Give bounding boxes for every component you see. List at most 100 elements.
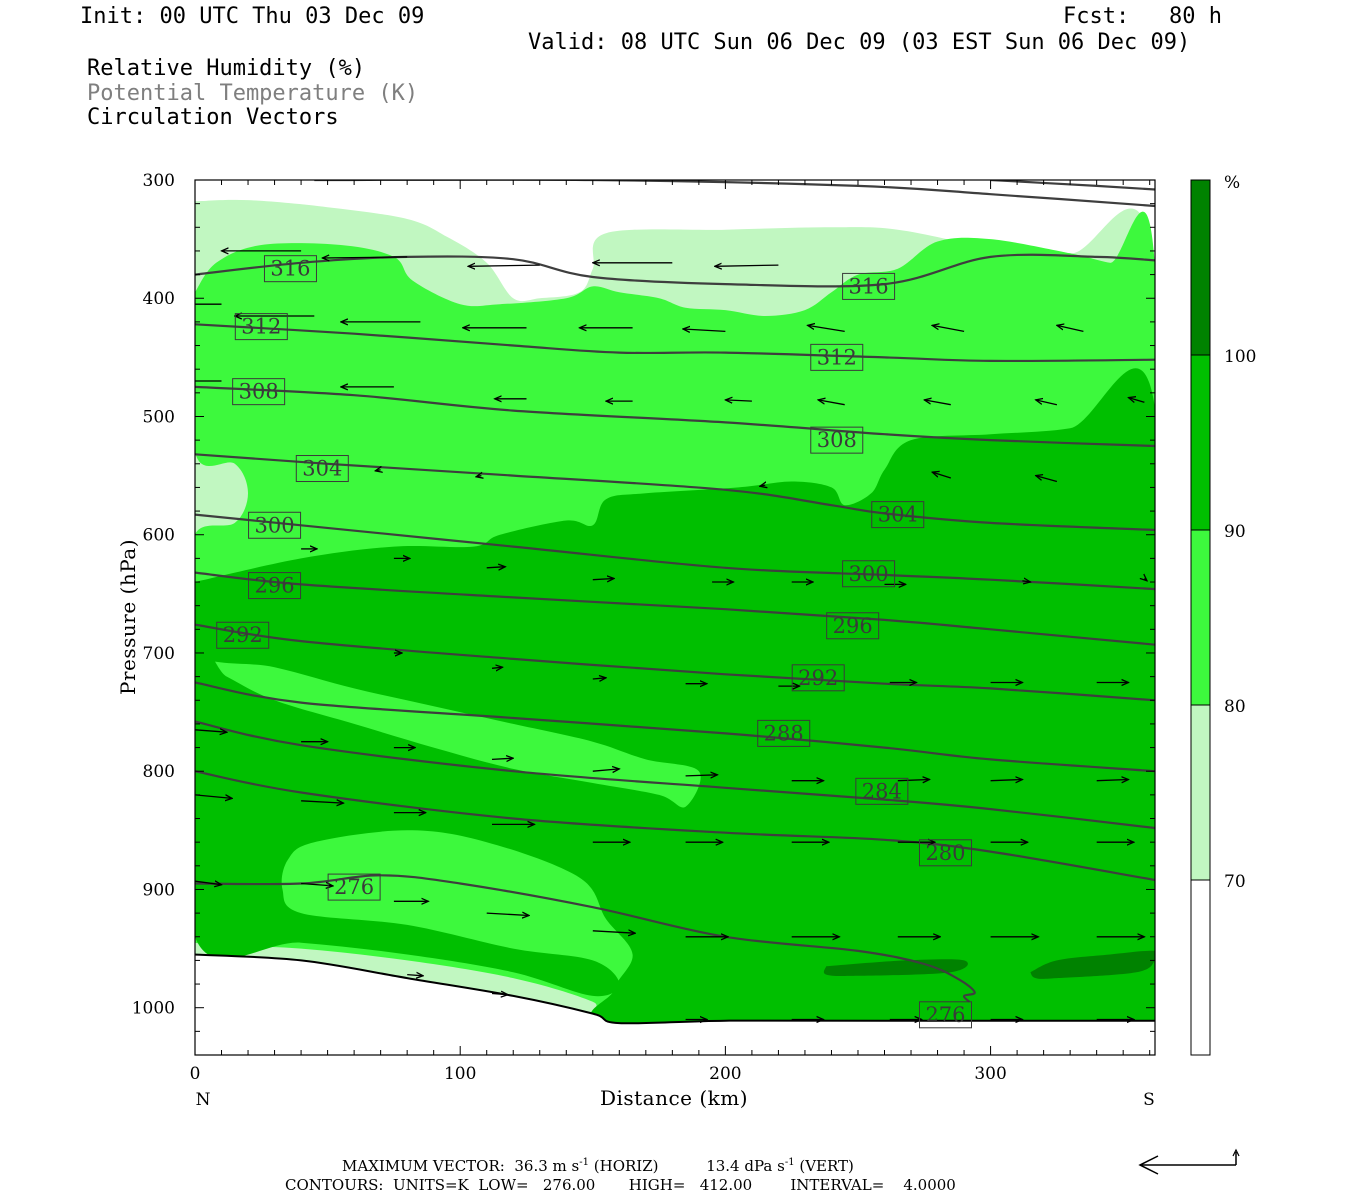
contour-label-text: 296 bbox=[833, 614, 873, 638]
contour-label-box bbox=[327, 873, 381, 901]
circulation-vector bbox=[932, 472, 951, 479]
circulation-vector bbox=[932, 325, 965, 333]
circulation-vector bbox=[1129, 398, 1145, 403]
circulation-vector bbox=[592, 931, 635, 933]
contour-label-308: 308 bbox=[810, 426, 864, 454]
contour-label-text: 300 bbox=[849, 562, 889, 586]
contours-high: HIGH= 412.00 bbox=[628, 1176, 753, 1194]
contour-label-layer: 316 316 312 312 308 308 304 304 300 300 296 296 292 2… bbox=[216, 255, 972, 1029]
contour-label-text: 316 bbox=[849, 274, 889, 298]
y-tick-label: 600 bbox=[143, 526, 175, 546]
x-tick-label: 100 bbox=[444, 1064, 476, 1084]
contour-label-text: 308 bbox=[817, 428, 857, 452]
contour-label-284: 284 bbox=[855, 777, 909, 805]
max-vector-line: MAXIMUM VECTOR: 36.3 m s-1 (HORIZ) 13.4 … bbox=[342, 1157, 854, 1175]
circulation-vector bbox=[476, 476, 481, 477]
x-tick-label: 300 bbox=[974, 1064, 1006, 1084]
circulation-vector bbox=[592, 769, 620, 771]
contour-label-text: 304 bbox=[302, 457, 342, 481]
contour-label-box bbox=[826, 612, 880, 640]
y-tick-label: 300 bbox=[143, 171, 175, 191]
contour-label-308: 308 bbox=[232, 378, 286, 406]
plot-frame bbox=[194, 179, 1156, 1056]
x-tick-label: 200 bbox=[709, 1064, 741, 1084]
contour-label-text: 296 bbox=[255, 574, 295, 598]
vert-tag: (VERT) bbox=[799, 1157, 854, 1175]
circulation-vector bbox=[592, 678, 606, 679]
rh-fill-layer bbox=[195, 199, 1155, 1055]
field-title-rh: Relative Humidity (%) bbox=[87, 56, 366, 81]
isentrope-304 bbox=[195, 453, 1155, 532]
circulation-vector bbox=[1144, 579, 1147, 581]
contour-label-box bbox=[216, 621, 270, 649]
x-end-label-south: S bbox=[1143, 1090, 1155, 1110]
contour-label-box bbox=[810, 343, 864, 371]
horiz-value: 36.3 m s bbox=[514, 1157, 580, 1175]
contours-interval: INTERVAL= 4.0000 bbox=[790, 1176, 956, 1194]
circulation-vector bbox=[322, 257, 408, 258]
isentrope-layer bbox=[195, 180, 1155, 1003]
contour-label-300: 300 bbox=[248, 511, 302, 539]
contour-label-box bbox=[918, 839, 972, 867]
contour-label-292: 292 bbox=[216, 621, 270, 649]
contour-label-box bbox=[871, 501, 925, 529]
contour-label-312: 312 bbox=[234, 313, 288, 341]
isentrope-316 bbox=[314, 180, 1155, 208]
ground-surface-line bbox=[195, 953, 1155, 1025]
contour-label-box bbox=[234, 313, 288, 341]
contour-label-text: 312 bbox=[817, 345, 857, 369]
contour-label-box bbox=[810, 426, 864, 454]
circulation-vector bbox=[715, 265, 779, 266]
contour-label-text: 300 bbox=[255, 513, 295, 537]
field-title-vectors: Circulation Vectors bbox=[87, 105, 339, 130]
isentrope-308 bbox=[195, 385, 1155, 448]
circulation-vector bbox=[924, 400, 951, 406]
contour-label-276: 276 bbox=[327, 873, 381, 901]
contour-label-text: 276 bbox=[925, 1003, 965, 1027]
axes-layer: 300 400 500 600 700 800 900 1000 0 100 200 300 bbox=[132, 171, 1155, 1084]
contour-label-312: 312 bbox=[810, 343, 864, 371]
colorbar-unit: % bbox=[1224, 173, 1240, 193]
circulation-vector bbox=[1096, 780, 1129, 781]
contour-label-text: 276 bbox=[334, 875, 374, 899]
contour-label-276: 276 bbox=[918, 1001, 972, 1029]
circulation-vector bbox=[301, 801, 343, 803]
contour-label-box bbox=[757, 719, 811, 747]
field-title-theta: Potential Temperature (K) bbox=[87, 81, 419, 106]
contour-label-box bbox=[263, 255, 317, 283]
contour-label-288: 288 bbox=[757, 719, 811, 747]
circulation-vector bbox=[1036, 476, 1058, 483]
reference-vector-icon bbox=[1138, 1148, 1240, 1175]
contour-label-box bbox=[855, 777, 909, 805]
circulation-vector bbox=[1022, 581, 1030, 582]
rh-region-100plus-0 bbox=[823, 959, 968, 977]
y-tick-label: 900 bbox=[143, 880, 175, 900]
contour-label-text: 292 bbox=[798, 666, 838, 690]
circulation-vector bbox=[195, 795, 232, 799]
contour-label-text: 308 bbox=[239, 380, 279, 404]
contour-label-text: 304 bbox=[878, 503, 918, 527]
contour-label-304: 304 bbox=[871, 501, 925, 529]
contours-units: UNITS=K bbox=[393, 1176, 469, 1194]
circulation-vector bbox=[486, 567, 506, 568]
circulation-vector bbox=[195, 730, 227, 732]
horiz-tag: (HORIZ) bbox=[593, 1157, 659, 1175]
contour-label-box bbox=[918, 1001, 972, 1029]
circulation-vector bbox=[592, 579, 614, 580]
contour-label-296: 296 bbox=[248, 572, 302, 600]
horiz-exp: -1 bbox=[579, 1157, 589, 1168]
contour-label-box bbox=[295, 455, 349, 483]
isentrope-296 bbox=[195, 571, 1155, 646]
vert-value: 13.4 dPa s bbox=[706, 1157, 785, 1175]
vector-layer bbox=[195, 245, 1148, 1020]
circulation-vector bbox=[760, 485, 765, 486]
y-tick-label: 500 bbox=[143, 407, 175, 427]
colorbar-tick-label: 80 bbox=[1224, 697, 1246, 717]
colorbar: 70 80 90 100% bbox=[1190, 173, 1256, 1056]
y-tick-label: 800 bbox=[143, 762, 175, 782]
colorbar-frame bbox=[1190, 179, 1211, 1056]
circulation-vector bbox=[486, 913, 529, 915]
circulation-vector bbox=[301, 884, 333, 886]
contour-label-316: 316 bbox=[842, 272, 896, 300]
